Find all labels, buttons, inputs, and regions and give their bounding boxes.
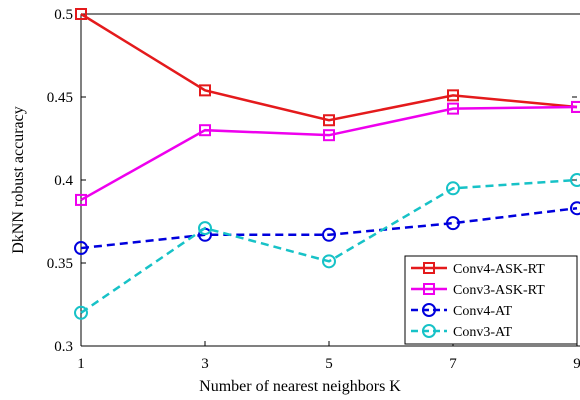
series-line <box>80 105 578 202</box>
data-point <box>323 114 335 127</box>
legend-label: Conv3-AT <box>453 325 513 340</box>
legend-label: Conv4-AT <box>453 304 513 319</box>
data-point <box>322 254 336 269</box>
series-line <box>80 206 578 250</box>
y-tick-label: 0.4 <box>54 173 73 189</box>
y-axis-label: DkNN robust accuracy <box>10 106 27 254</box>
data-point <box>74 241 88 256</box>
y-tick-label: 0.35 <box>47 256 73 272</box>
data-point <box>447 89 459 102</box>
x-tick-label: 9 <box>573 356 580 372</box>
x-tick-label: 7 <box>449 356 457 372</box>
data-point <box>570 201 580 216</box>
data-point <box>74 305 88 320</box>
series-2 <box>75 100 580 206</box>
y-tick-label: 0.5 <box>54 7 73 23</box>
data-point <box>446 181 460 196</box>
x-tick-label: 5 <box>325 356 333 372</box>
data-point <box>198 221 212 236</box>
series-3 <box>74 201 580 256</box>
data-point <box>422 324 436 338</box>
data-point <box>446 216 460 231</box>
data-point <box>323 129 335 142</box>
data-point <box>570 173 580 187</box>
legend-entry: Conv4-AT <box>411 303 513 319</box>
legend-entry: Conv3-ASK-RT <box>411 283 545 298</box>
data-point <box>422 303 436 317</box>
x-tick-label: 1 <box>77 356 85 372</box>
legend-label: Conv4-ASK-RT <box>453 262 545 277</box>
tick-group: 1 3 5 7 9 0.3 0.35 0.4 0.45 0.5 <box>47 7 580 372</box>
data-point <box>322 227 336 242</box>
data-point <box>571 100 580 113</box>
y-tick-label: 0.3 <box>54 339 73 355</box>
data-point <box>423 262 435 274</box>
legend-entry: Conv3-AT <box>411 324 513 340</box>
legend-entry: Conv4-ASK-RT <box>411 262 545 277</box>
y-tick-label: 0.45 <box>47 90 73 106</box>
legend: Conv4-ASK-RT Conv3-ASK-RT Conv4-AT Conv3-AT <box>404 255 578 345</box>
data-point <box>199 124 211 137</box>
x-tick-label: 3 <box>201 356 209 372</box>
series-4 <box>74 173 580 320</box>
data-point <box>75 193 87 206</box>
legend-label: Conv3-ASK-RT <box>453 283 545 298</box>
series-line <box>80 12 578 122</box>
data-point <box>199 84 211 97</box>
data-point <box>75 8 87 20</box>
data-point <box>423 283 435 295</box>
x-axis-label: Number of nearest neighbors K <box>199 378 401 395</box>
series-group <box>74 8 580 320</box>
data-point <box>447 102 459 115</box>
series-line <box>80 178 578 314</box>
